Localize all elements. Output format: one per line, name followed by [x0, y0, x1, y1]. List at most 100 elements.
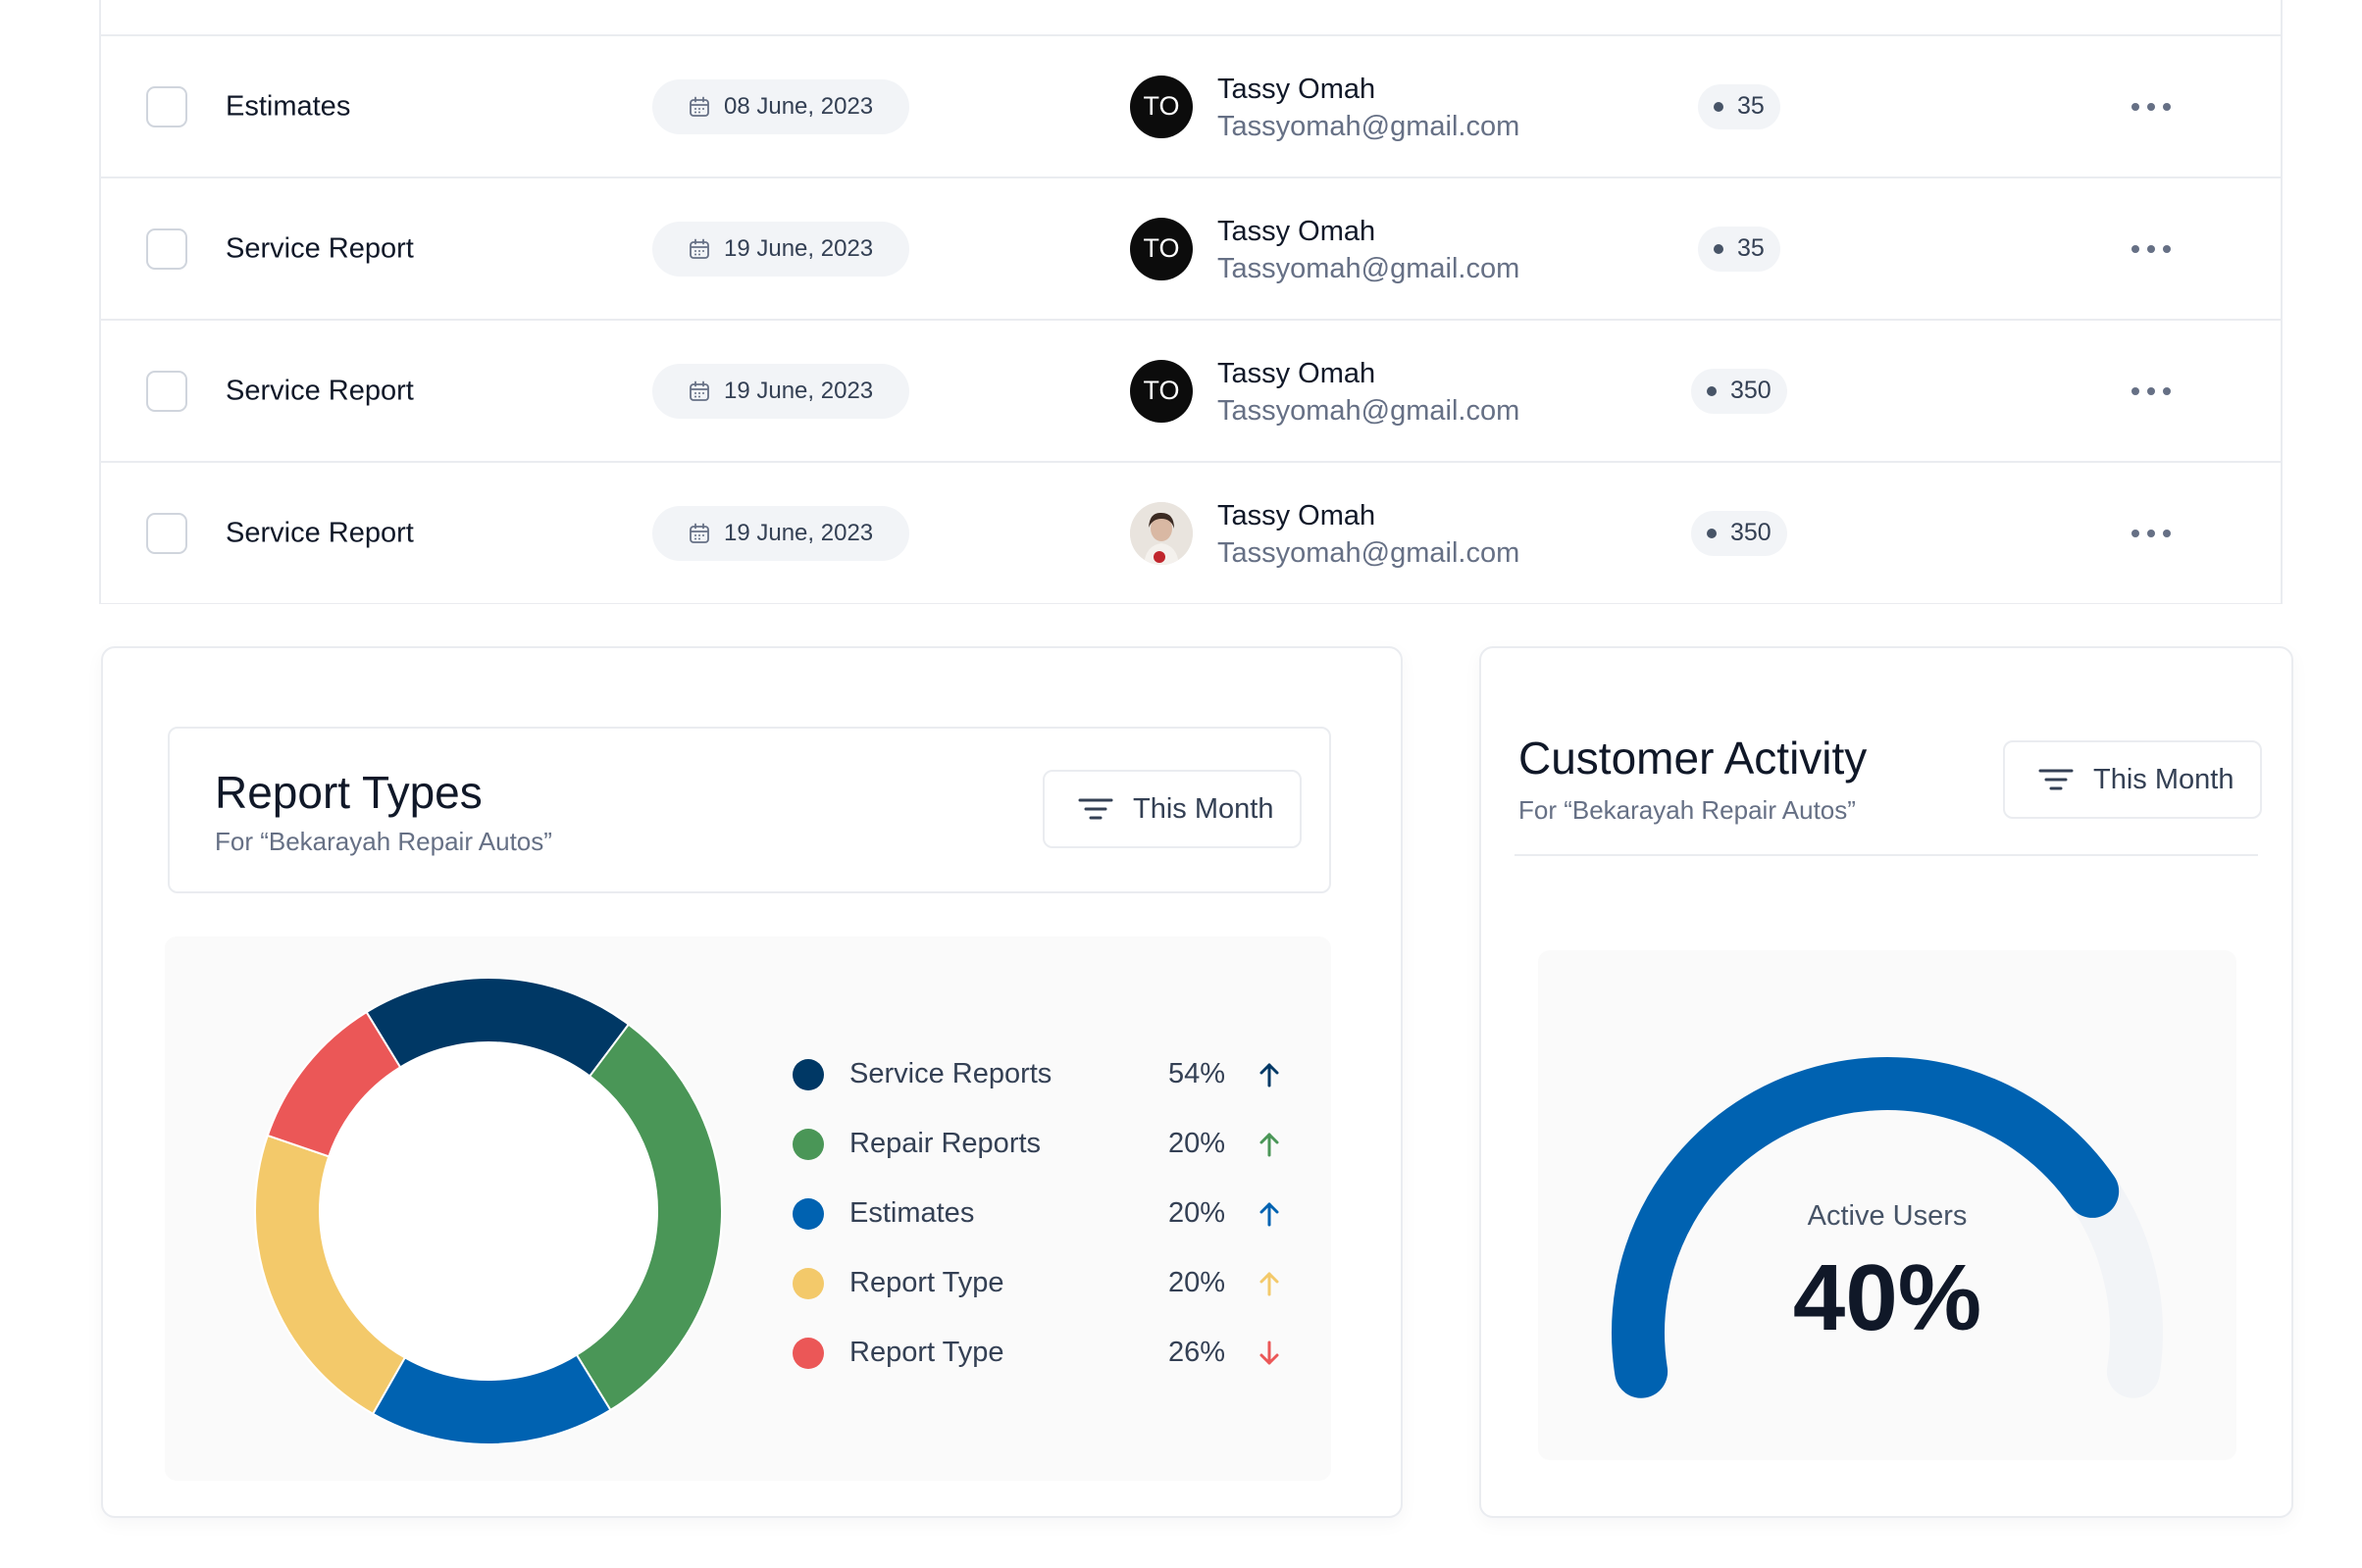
date-pill: 19 June, 2023 — [652, 505, 909, 561]
arrow-up-icon — [1259, 1202, 1279, 1226]
active-users-gauge — [1612, 1057, 2163, 1398]
status-dot — [1707, 528, 1717, 538]
report-name[interactable]: Service Report — [226, 517, 414, 548]
legend-item: Report Type 26% — [793, 1318, 1303, 1388]
row-checkbox[interactable] — [146, 85, 187, 127]
more-horizontal-icon[interactable] — [2131, 95, 2171, 119]
report-name[interactable]: Service Report — [226, 232, 414, 264]
legend-percent: 20% — [1168, 1128, 1226, 1159]
customer-activity-card: Customer Activity For “Bekarayah Repair … — [1479, 646, 2293, 1518]
user-name: Tassy Omah — [1217, 358, 1376, 389]
calendar-icon — [690, 380, 709, 401]
count-value: 350 — [1730, 519, 1772, 546]
customer-activity-filter-button[interactable]: This Month — [2003, 740, 2262, 819]
legend-item: Report Type 20% — [793, 1248, 1303, 1318]
avatar: TO — [1130, 359, 1193, 423]
user-email: Tassyomah@gmail.com — [1217, 395, 1520, 427]
legend-label: Estimates — [849, 1197, 975, 1229]
user-name: Tassy Omah — [1217, 74, 1376, 105]
avatar-initials: TO — [1143, 233, 1180, 263]
report-types-subtitle: For “Bekarayah Repair Autos” — [215, 827, 552, 856]
filter-lines-icon — [1078, 798, 1113, 820]
calendar-icon — [690, 523, 709, 543]
legend-label: Report Type — [849, 1267, 1004, 1298]
legend-label: Report Type — [849, 1337, 1004, 1368]
arrow-down-icon — [1259, 1340, 1279, 1364]
legend-swatch — [793, 1267, 824, 1299]
count-badge: 35 — [1698, 83, 1780, 129]
arrow-up-icon — [1259, 1133, 1279, 1156]
customer-activity-title: Customer Activity — [1518, 733, 1868, 784]
legend-label: Service Reports — [849, 1058, 1053, 1089]
table-row[interactable]: Service Report 19 June, 2023 TO Tassy Omah T… — [101, 177, 2281, 319]
legend-swatch — [793, 1128, 824, 1160]
legend-percent: 20% — [1168, 1197, 1226, 1229]
calendar-icon — [690, 238, 709, 259]
count-value: 35 — [1737, 234, 1765, 262]
report-types-chart-area: Service Reports 54% Repair Reports 20% Estim… — [165, 936, 1331, 1481]
date-pill: 19 June, 2023 — [652, 363, 909, 419]
status-dot — [1707, 385, 1717, 396]
user-email: Tassyomah@gmail.com — [1217, 537, 1520, 569]
legend-swatch — [793, 1197, 824, 1230]
date-pill: 08 June, 2023 — [652, 78, 909, 134]
report-types-filter-button[interactable]: This Month — [1043, 770, 1302, 848]
more-horizontal-icon[interactable] — [2131, 379, 2171, 403]
report-types-header: Report Types For “Bekarayah Repair Autos… — [168, 727, 1331, 893]
filter-lines-icon — [2038, 769, 2074, 790]
avatar-initials: TO — [1143, 91, 1180, 121]
date-text: 19 June, 2023 — [724, 377, 874, 404]
customer-activity-filter-label: This Month — [2093, 763, 2234, 795]
user-name: Tassy Omah — [1217, 216, 1376, 247]
date-text: 08 June, 2023 — [724, 92, 874, 120]
legend-label: Repair Reports — [849, 1128, 1042, 1159]
count-value: 350 — [1730, 377, 1772, 404]
reports-table: Estimates 08 June, 2023 TO Tassy Omah Tassyo… — [99, 0, 2283, 604]
more-horizontal-icon[interactable] — [2131, 237, 2171, 261]
report-types-legend: Service Reports 54% Repair Reports 20% Estim… — [793, 1039, 1303, 1388]
customer-activity-divider — [1515, 854, 2258, 856]
table-row[interactable]: Estimates 08 June, 2023 TO Tassy Omah Tassyo… — [101, 34, 2281, 177]
user-email: Tassyomah@gmail.com — [1217, 253, 1520, 284]
report-name[interactable]: Estimates — [226, 90, 351, 122]
row-checkbox[interactable] — [146, 370, 187, 412]
avatar — [1130, 501, 1193, 565]
legend-item: Estimates 20% — [793, 1179, 1303, 1248]
legend-swatch — [793, 1337, 824, 1369]
avatar-initials: TO — [1143, 376, 1180, 405]
avatar: TO — [1130, 217, 1193, 280]
gauge-label: Active Users — [1807, 1200, 1968, 1232]
date-text: 19 June, 2023 — [724, 519, 874, 546]
customer-activity-subtitle: For “Bekarayah Repair Autos” — [1518, 795, 1856, 825]
calendar-icon — [690, 96, 709, 117]
user-photo — [1130, 501, 1193, 565]
date-text: 19 June, 2023 — [724, 234, 874, 262]
legend-item: Repair Reports 20% — [793, 1109, 1303, 1179]
more-horizontal-icon[interactable] — [2131, 522, 2171, 545]
gauge-fill — [1612, 1057, 2120, 1398]
report-types-donut-chart — [254, 977, 723, 1445]
legend-item: Service Reports 54% — [793, 1039, 1303, 1109]
row-checkbox[interactable] — [146, 512, 187, 554]
legend-swatch — [793, 1058, 824, 1090]
user-email: Tassyomah@gmail.com — [1217, 111, 1520, 142]
legend-percent: 54% — [1168, 1058, 1226, 1089]
table-row[interactable]: Service Report 19 June, 2023 Tassy Omah Tas… — [101, 461, 2281, 603]
report-name[interactable]: Service Report — [226, 375, 414, 406]
arrow-up-icon — [1259, 1063, 1279, 1087]
arrow-up-icon — [1259, 1272, 1279, 1295]
gauge-value: 40% — [1792, 1245, 1982, 1350]
table-row[interactable]: Service Report 19 June, 2023 TO Tassy Omah T… — [101, 319, 2281, 461]
count-badge: 350 — [1691, 368, 1787, 414]
report-types-filter-label: This Month — [1133, 792, 1274, 825]
count-badge: 35 — [1698, 226, 1780, 272]
active-users-gauge-area: Active Users 40% — [1538, 950, 2236, 1460]
status-dot — [1714, 101, 1723, 112]
legend-percent: 20% — [1168, 1267, 1226, 1298]
report-types-title: Report Types — [215, 767, 483, 818]
avatar: TO — [1130, 75, 1193, 138]
status-dot — [1714, 243, 1723, 254]
date-pill: 19 June, 2023 — [652, 221, 909, 277]
count-value: 35 — [1737, 92, 1765, 120]
row-checkbox[interactable] — [146, 228, 187, 270]
